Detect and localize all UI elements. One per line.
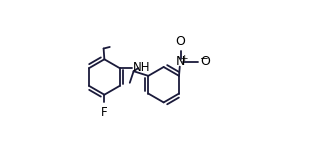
Text: O: O <box>175 35 186 48</box>
Text: −: − <box>200 54 208 64</box>
Text: NH: NH <box>133 61 150 74</box>
Text: N: N <box>176 55 185 69</box>
Text: O: O <box>201 55 210 69</box>
Text: F: F <box>101 106 108 119</box>
Text: +: + <box>180 54 188 63</box>
